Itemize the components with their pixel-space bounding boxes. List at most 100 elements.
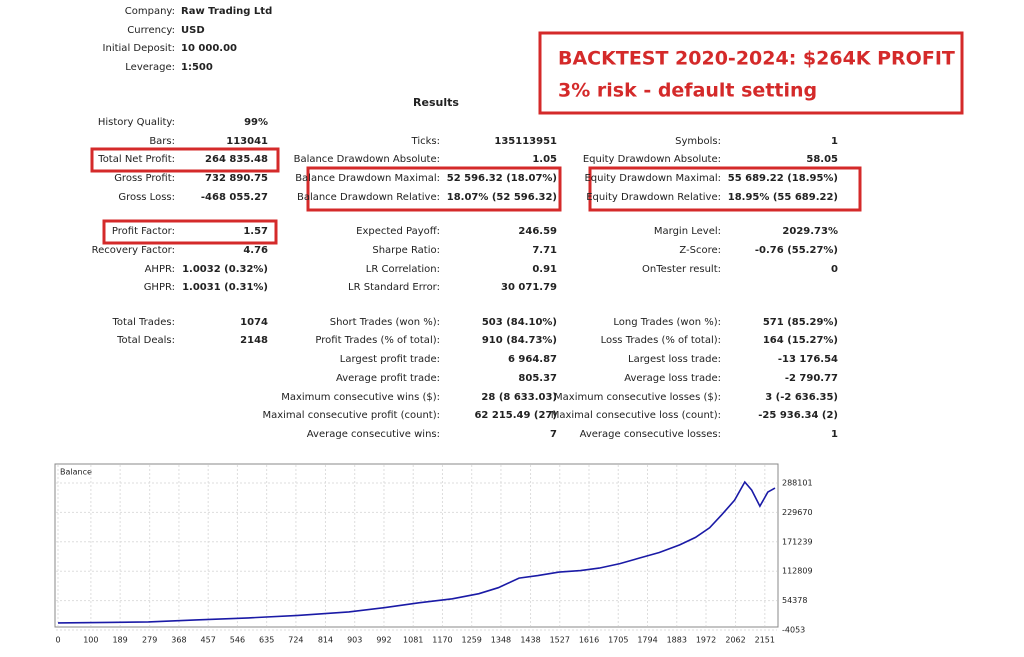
result-value: 6 964.87 — [508, 354, 557, 365]
result-label: Average loss trade: — [624, 373, 721, 384]
result-label: Balance Drawdown Maximal: — [295, 173, 440, 184]
result-label: Balance Drawdown Relative: — [297, 192, 440, 203]
x-tick-label: 1348 — [491, 636, 511, 645]
result-value: 135113951 — [494, 136, 557, 147]
result-value: 503 (84.10%) — [482, 317, 557, 328]
result-value: -0.76 (55.27%) — [755, 245, 838, 256]
y-tick-label: 288101 — [782, 479, 813, 488]
header-label: Leverage: — [125, 62, 175, 73]
result-label: Maximum consecutive wins ($): — [281, 392, 440, 403]
result-label: Total Net Profit: — [97, 154, 175, 165]
result-label: Average consecutive wins: — [307, 429, 440, 440]
result-value: 805.37 — [518, 373, 557, 384]
x-tick-label: 2151 — [755, 636, 775, 645]
result-value: 1.0031 (0.31%) — [182, 282, 268, 293]
result-value: 0 — [831, 264, 838, 275]
header-value: 1:500 — [181, 62, 213, 73]
result-value: 28 (8 633.03) — [481, 392, 557, 403]
result-value: 7 — [550, 429, 557, 440]
x-tick-label: 0 — [55, 636, 60, 645]
result-label: Margin Level: — [654, 226, 721, 237]
result-label: Total Trades: — [112, 317, 176, 328]
x-tick-label: 1259 — [462, 636, 482, 645]
x-tick-label: 1081 — [403, 636, 423, 645]
x-tick-label: 814 — [318, 636, 333, 645]
result-label: GHPR: — [144, 282, 175, 293]
header-value: USD — [181, 25, 205, 36]
x-tick-label: 903 — [347, 636, 362, 645]
result-value: 113041 — [226, 136, 268, 147]
header-label: Initial Deposit: — [103, 43, 175, 54]
annotation-box — [538, 31, 964, 115]
result-value: 7.71 — [532, 245, 557, 256]
result-label: Total Deals: — [116, 335, 175, 346]
result-value: 0.91 — [532, 264, 557, 275]
result-value: 3 (-2 636.35) — [765, 392, 838, 403]
result-value: 264 835.48 — [205, 154, 268, 165]
header-label: Company: — [125, 6, 175, 17]
result-value: -2 790.77 — [785, 373, 838, 384]
x-tick-label: 992 — [376, 636, 391, 645]
result-value: 910 (84.73%) — [482, 335, 557, 346]
result-value: 571 (85.29%) — [763, 317, 838, 328]
chart-title: Balance — [60, 468, 92, 477]
x-tick-label: 1705 — [608, 636, 628, 645]
result-label: Largest profit trade: — [340, 354, 440, 365]
x-tick-label: 189 — [112, 636, 127, 645]
balance-line — [57, 480, 776, 624]
result-label: Gross Loss: — [118, 192, 175, 203]
y-tick-label: 112809 — [782, 567, 813, 576]
result-value: 2148 — [240, 335, 268, 346]
result-value: 1.57 — [243, 226, 268, 237]
result-label: Loss Trades (% of total): — [601, 335, 721, 346]
y-tick-label: 229670 — [782, 508, 813, 517]
result-label: Equity Drawdown Relative: — [586, 192, 721, 203]
x-tick-label: 1527 — [550, 636, 570, 645]
result-label: Z-Score: — [679, 245, 721, 256]
result-label: Maximal consecutive loss (count): — [551, 410, 721, 421]
result-label: OnTester result: — [642, 264, 721, 275]
x-tick-label: 635 — [259, 636, 274, 645]
result-label: AHPR: — [145, 264, 175, 275]
x-tick-label: 2062 — [725, 636, 745, 645]
result-value: 18.07% (52 596.32) — [447, 192, 557, 203]
result-value: 1.05 — [532, 154, 557, 165]
result-label: Largest loss trade: — [628, 354, 721, 365]
result-label: LR Correlation: — [366, 264, 440, 275]
result-value: 1 — [831, 136, 838, 147]
result-label: Equity Drawdown Maximal: — [584, 173, 721, 184]
result-value: 18.95% (55 689.22) — [728, 192, 838, 203]
result-value: 4.76 — [243, 245, 268, 256]
result-label: Average profit trade: — [336, 373, 440, 384]
result-label: Symbols: — [675, 136, 721, 147]
result-value: 52 596.32 (18.07%) — [447, 173, 557, 184]
result-label: Gross Profit: — [114, 173, 175, 184]
highlight-box — [306, 166, 562, 212]
result-value: 62 215.49 (27) — [474, 410, 557, 421]
x-tick-label: 368 — [171, 636, 186, 645]
x-tick-label: 1170 — [432, 636, 452, 645]
highlight-box — [588, 166, 862, 212]
result-value: 246.59 — [518, 226, 557, 237]
result-label: Maximum consecutive losses ($): — [554, 392, 721, 403]
header-value: Raw Trading Ltd — [181, 6, 272, 17]
result-value: 30 071.79 — [501, 282, 557, 293]
result-label: Average consecutive losses: — [580, 429, 721, 440]
result-label: Short Trades (won %): — [330, 317, 440, 328]
result-label: Bars: — [149, 136, 175, 147]
highlight-box — [102, 219, 278, 245]
result-label: Profit Trades (% of total): — [315, 335, 440, 346]
header-label: Currency: — [127, 25, 175, 36]
result-value: 55 689.22 (18.95%) — [728, 173, 838, 184]
result-label: Balance Drawdown Absolute: — [294, 154, 440, 165]
result-value: 732 890.75 — [205, 173, 268, 184]
result-label: Recovery Factor: — [92, 245, 175, 256]
result-label: Long Trades (won %): — [613, 317, 721, 328]
result-value: 164 (15.27%) — [763, 335, 838, 346]
result-value: 2029.73% — [782, 226, 838, 237]
x-tick-label: 1794 — [637, 636, 657, 645]
x-tick-label: 724 — [288, 636, 303, 645]
result-value: 1074 — [240, 317, 268, 328]
result-label: History Quality: — [98, 117, 175, 128]
